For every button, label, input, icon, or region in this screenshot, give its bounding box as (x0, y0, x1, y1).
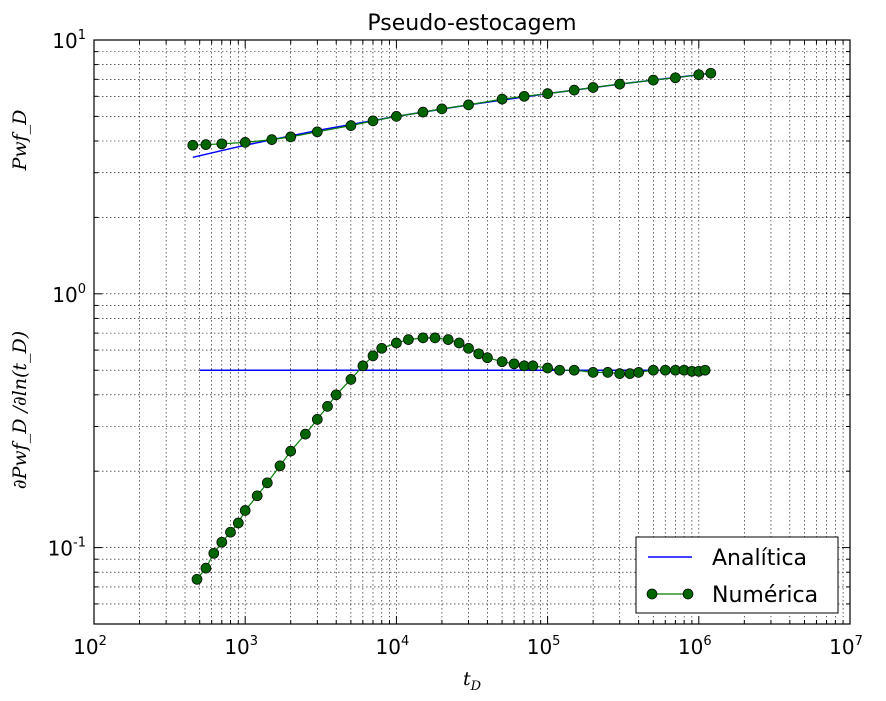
legend-numeric-label: Numérica (712, 583, 818, 608)
series-numerica-pressure-point (187, 139, 199, 151)
series-numerica-pressure-point (587, 82, 599, 93)
series-numerica-derivative-point (442, 334, 454, 345)
series-numerica-pressure-point (705, 67, 717, 79)
y-axis-label-upper: Pwf_D (9, 110, 31, 172)
series-numerica-derivative-point (482, 352, 493, 364)
series-numerica-derivative-point (225, 526, 236, 538)
series-numerica-derivative-point (527, 360, 539, 372)
legend: Analítica Numérica (635, 536, 839, 614)
series-numerica-derivative-point (403, 334, 414, 345)
series-numerica-derivative-point (251, 490, 263, 502)
series-numerica-derivative-point (311, 414, 323, 425)
legend-numeric-marker (682, 588, 694, 600)
y-tick-label: 101 (52, 28, 86, 53)
x-tick-label: 105 (527, 634, 561, 659)
series-numerica-derivative-point (376, 342, 388, 354)
series-numerica-pressure-point (542, 88, 553, 99)
series-numerica-pressure-point (311, 126, 323, 138)
series-numerica-derivative-point (239, 505, 251, 516)
series-numerica-derivative-point (345, 374, 357, 385)
series-numerica-pressure-point (647, 74, 659, 86)
series-numerica-derivative-point (633, 367, 644, 378)
series-numerica-pressure-point (518, 90, 530, 102)
series-numerica-derivative-point (602, 367, 614, 378)
x-axis-label-sub: D (470, 679, 482, 694)
series-numerica-pressure-point (266, 134, 278, 145)
series-numerica-pressure-point (670, 72, 681, 84)
series-numerica-pressure-point (216, 138, 228, 150)
series-numerica-derivative-point (568, 364, 580, 376)
series-numerica-pressure-point (239, 137, 251, 148)
series-numerica-pressure-point (367, 115, 379, 127)
series-numerica-derivative-point (261, 477, 273, 489)
series-numerica-derivative-point (587, 367, 599, 378)
series-numerica-derivative-point (330, 389, 342, 401)
series-numerica-pressure-point (568, 84, 580, 96)
series-numerica-derivative-point (274, 460, 286, 472)
x-tick-label: 106 (678, 634, 712, 659)
y-ticks: 10-1 100 101 (48, 28, 850, 625)
series-numerica-derivative-point (417, 332, 429, 344)
series-numerica-derivative-point (554, 364, 565, 376)
series-numerica-derivative-point (647, 364, 659, 376)
series-numerica-derivative-point (300, 428, 311, 440)
series-numerica-pressure-point (496, 93, 508, 105)
series-numerica-derivative-point (191, 573, 203, 585)
series-numerica-pressure-point (463, 99, 474, 111)
legend-analytic-label: Analítica (712, 546, 807, 571)
series-numerica-pressure-point (391, 111, 402, 122)
series-numerica-derivative-point (473, 348, 485, 360)
series-numerica-derivative-point (208, 547, 220, 559)
series-numerica-pressure-point (436, 103, 448, 115)
series-numerica-pressure-point (285, 131, 297, 143)
series-numerica-pressure-point (417, 106, 429, 118)
y-tick-label: 100 (52, 282, 86, 307)
series-numerica-derivative-point (496, 356, 508, 368)
series-numerica-pressure-point (200, 139, 212, 150)
series-numerica-derivative-point (232, 517, 244, 529)
series-numerica-derivative-point (699, 364, 711, 376)
chart-title: Pseudo-estocagem (367, 11, 576, 36)
series-numerica-derivative-point (216, 536, 228, 548)
series-numerica-pressure-point (693, 69, 705, 81)
series-numerica-pressure-point (614, 78, 626, 90)
x-tick-label: 102 (73, 634, 107, 659)
x-tick-label: 107 (829, 634, 863, 659)
series-numerica-derivative-point (659, 364, 671, 376)
series-numerica-derivative-point (453, 337, 465, 349)
x-axis-label-main: t (463, 668, 471, 690)
series-numerica-derivative-point (463, 342, 474, 354)
series-layer (187, 67, 717, 585)
y-axis-label-lower: ∂Pwf_D /∂ln(t_D) (9, 331, 31, 489)
series-numerica-derivative-point (508, 358, 520, 370)
x-axis-label: tD (463, 668, 482, 694)
series-numerica-pressure-point (345, 120, 357, 131)
series-numerica-derivative-point (614, 368, 626, 379)
legend-numeric-marker (646, 588, 658, 600)
series-numerica-derivative-point (542, 362, 553, 374)
x-tick-label: 104 (376, 634, 410, 659)
series-numerica-derivative-point (285, 445, 297, 457)
series-numerica-derivative-point (322, 401, 333, 412)
series-numerica-derivative-point (357, 360, 369, 372)
x-ticks: 102 103 104 105 106 107 (73, 40, 863, 659)
series-numerica-derivative-point (429, 332, 441, 344)
legend-box (635, 536, 839, 614)
y-tick-label: 10-1 (48, 536, 86, 561)
grid (94, 40, 850, 624)
series-numerica-derivative-point (391, 337, 402, 349)
x-tick-label: 103 (224, 634, 258, 659)
series-numerica-derivative-point (367, 350, 379, 362)
series-numerica-derivative-point (200, 562, 212, 574)
plot-frame (93, 39, 851, 625)
